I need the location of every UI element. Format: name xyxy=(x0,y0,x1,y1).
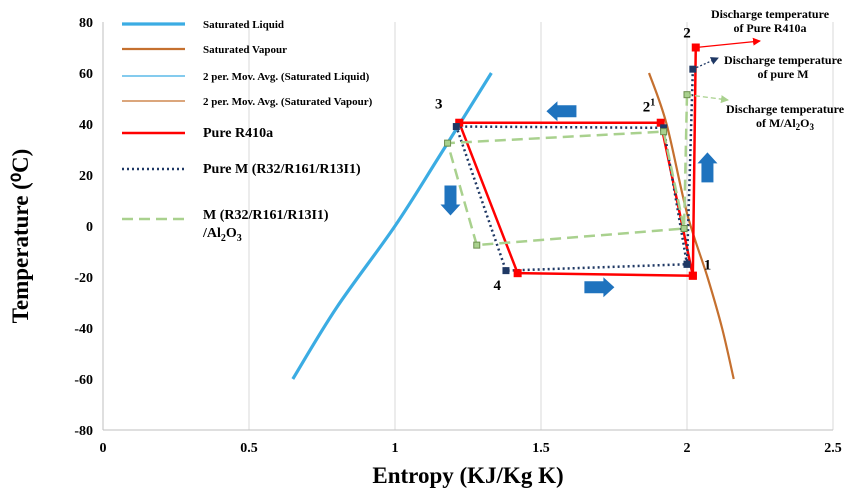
x-axis-title: Entropy (KJ/Kg K) xyxy=(372,463,563,488)
y-tick-label: 20 xyxy=(79,169,93,184)
y-axis-title: Temperature (⁰C) xyxy=(8,149,33,324)
series-line-1 xyxy=(647,72,735,380)
series-line-4 xyxy=(457,47,698,277)
series-line-0 xyxy=(291,72,493,380)
x-tick-label: 0.5 xyxy=(240,441,258,456)
legend-label: Pure M (R32/R161/R13I1) xyxy=(203,162,361,177)
data-point-marker xyxy=(452,123,460,131)
state-point-label: 3 xyxy=(435,97,443,113)
legend-label-line: M (R32/R161/R13I1) xyxy=(203,208,329,223)
legend-label: Pure R410a xyxy=(203,126,273,141)
state-point-superscript: 1 xyxy=(650,97,655,108)
y-tick-label: 80 xyxy=(79,16,93,31)
state-point-label: 4 xyxy=(493,278,501,294)
annotation-line: Discharge temperature xyxy=(711,7,830,21)
discharge-annotation: Discharge temperature of pure M xyxy=(724,53,843,81)
annotation-line: of M/Al2O3 xyxy=(756,116,815,132)
x-tick-label: 2 xyxy=(684,441,691,456)
legend-label-part: O xyxy=(226,226,237,241)
y-tick-label: -80 xyxy=(74,424,93,439)
annotations: Discharge temperature of Pure R410aDischa… xyxy=(686,7,845,132)
y-tick-label: 60 xyxy=(79,67,93,82)
annotation-line: of pure M xyxy=(757,67,808,81)
annotation-line: Discharge temperature xyxy=(726,102,845,116)
flow-arrow-up xyxy=(697,152,718,183)
legend-label: M (R32/R161/R13I1) /Al2O3 xyxy=(202,208,329,244)
y-tick-label: -20 xyxy=(74,271,93,286)
data-point-marker xyxy=(688,271,697,280)
legend: Saturated Liquid Saturated Vapour 2 per. M… xyxy=(122,19,373,244)
subscript: 3 xyxy=(237,233,242,244)
y-tick-label: 0 xyxy=(86,220,93,235)
subscript: 2 xyxy=(221,233,226,244)
flow-arrows xyxy=(440,101,718,298)
y-tick-label: -40 xyxy=(74,322,93,337)
discharge-annotation: Discharge temperature of Pure R410a xyxy=(711,7,830,35)
state-point-label: 1 xyxy=(704,257,712,273)
y-tick-label: 40 xyxy=(79,118,93,133)
data-point-marker xyxy=(502,267,510,275)
legend-label: Saturated Vapour xyxy=(203,44,287,56)
series-line-5 xyxy=(455,69,695,272)
series-group xyxy=(291,47,735,380)
data-point-marker xyxy=(660,128,668,136)
grid-lines xyxy=(102,22,834,431)
annotation-pointer xyxy=(695,37,761,49)
discharge-annotation: Discharge temperature of M/Al2O3 xyxy=(726,102,845,132)
x-tick-label: 1 xyxy=(392,441,399,456)
data-point-marker xyxy=(513,269,522,278)
x-tick-label: 0 xyxy=(100,441,107,456)
legend-label: Saturated Liquid xyxy=(203,19,284,31)
annotation-line: Discharge temperature xyxy=(724,53,843,67)
state-point-label: 2 xyxy=(683,25,691,41)
subscript: 3 xyxy=(810,122,815,132)
legend-label: 2 per. Mov. Avg. (Saturated Vapour) xyxy=(203,96,373,108)
subscript: 2 xyxy=(796,122,801,132)
annotation-part: O xyxy=(800,116,809,130)
series-line-6 xyxy=(446,94,689,247)
y-tick-label: -60 xyxy=(74,373,93,388)
data-point-marker xyxy=(473,241,481,249)
flow-arrow-left xyxy=(546,101,577,122)
annotation-line: of Pure R410a xyxy=(733,21,806,35)
state-point-label: 21 xyxy=(643,97,656,115)
tick-labels: 0 0.5 1 1.5 2 2.5 80 60 40 20 0 -20 -40 -60 -80 xyxy=(74,16,841,456)
data-point-marker xyxy=(656,118,665,127)
data-point-marker xyxy=(444,139,452,147)
data-point-marker xyxy=(455,118,464,127)
flow-arrow-right xyxy=(584,277,615,298)
legend-label-line: /Al2O3 xyxy=(202,226,242,244)
annotation-pointer xyxy=(686,94,729,104)
legend-label: 2 per. Mov. Avg. (Saturated Liquid) xyxy=(203,71,370,83)
x-tick-label: 1.5 xyxy=(532,441,550,456)
data-point-marker xyxy=(683,260,691,268)
flow-arrow-down xyxy=(440,185,461,216)
data-point-marker xyxy=(660,124,668,132)
data-point-marker xyxy=(680,225,688,233)
annotation-pointer xyxy=(692,57,719,70)
x-tick-label: 2.5 xyxy=(824,441,842,456)
